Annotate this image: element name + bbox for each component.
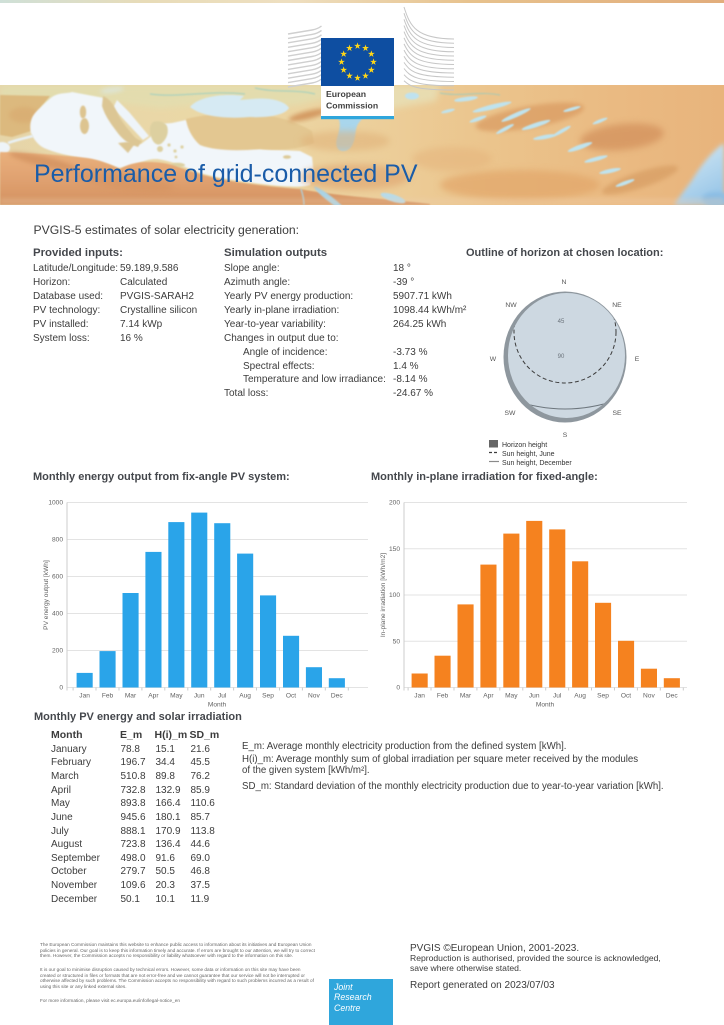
- svg-text:90: 90: [558, 354, 565, 360]
- svg-text:600: 600: [52, 574, 63, 581]
- svg-text:Month: Month: [208, 702, 227, 709]
- svg-text:200: 200: [389, 500, 400, 507]
- svg-text:Aug: Aug: [574, 693, 586, 700]
- svg-text:SE: SE: [612, 410, 622, 417]
- svg-text:0: 0: [59, 685, 63, 692]
- svg-text:NE: NE: [612, 302, 622, 309]
- svg-text:NW: NW: [505, 302, 517, 309]
- svg-text:Jun: Jun: [529, 693, 540, 700]
- svg-text:1000: 1000: [48, 500, 63, 507]
- svg-text:May: May: [170, 693, 183, 700]
- svg-text:Feb: Feb: [102, 693, 114, 700]
- svg-text:Sun height, December: Sun height, December: [502, 460, 572, 467]
- svg-text:Feb: Feb: [437, 693, 449, 700]
- svg-text:200: 200: [52, 648, 63, 655]
- svg-text:European: European: [326, 89, 366, 99]
- svg-text:E: E: [635, 356, 640, 363]
- svg-text:50: 50: [393, 639, 401, 646]
- svg-text:N: N: [562, 279, 567, 286]
- svg-text:W: W: [490, 356, 497, 363]
- svg-text:Horizon height: Horizon height: [502, 442, 547, 449]
- svg-text:Mar: Mar: [125, 693, 137, 700]
- svg-text:Jun: Jun: [194, 693, 205, 700]
- svg-text:Oct: Oct: [286, 693, 296, 700]
- svg-text:Oct: Oct: [621, 693, 631, 700]
- svg-text:Commission: Commission: [326, 100, 378, 110]
- svg-text:Jan: Jan: [414, 693, 425, 700]
- svg-text:0: 0: [396, 685, 400, 692]
- svg-text:Sep: Sep: [597, 693, 609, 700]
- svg-text:400: 400: [52, 611, 63, 618]
- svg-text:SW: SW: [505, 410, 517, 417]
- svg-text:150: 150: [389, 546, 400, 553]
- svg-text:S: S: [563, 432, 568, 439]
- svg-text:Aug: Aug: [239, 693, 251, 700]
- svg-text:800: 800: [52, 537, 63, 544]
- svg-text:Mar: Mar: [460, 693, 472, 700]
- svg-text:In-plane irradiation [kWh/m2]: In-plane irradiation [kWh/m2]: [380, 553, 387, 637]
- svg-text:Apr: Apr: [483, 693, 494, 700]
- svg-text:Dec: Dec: [666, 693, 678, 700]
- svg-text:100: 100: [389, 592, 400, 599]
- svg-text:Nov: Nov: [308, 693, 320, 700]
- svg-text:Month: Month: [536, 702, 555, 709]
- svg-text:Jul: Jul: [218, 693, 227, 700]
- svg-text:Apr: Apr: [148, 693, 159, 700]
- svg-text:PV energy output [kWh]: PV energy output [kWh]: [43, 560, 50, 630]
- svg-text:Dec: Dec: [331, 693, 343, 700]
- svg-text:May: May: [505, 693, 518, 700]
- svg-text:Sep: Sep: [262, 693, 274, 700]
- svg-text:Sun height, June: Sun height, June: [502, 451, 555, 458]
- svg-text:Jul: Jul: [553, 693, 562, 700]
- svg-text:Jan: Jan: [79, 693, 90, 700]
- svg-text:Nov: Nov: [643, 693, 655, 700]
- svg-text:45: 45: [558, 319, 565, 325]
